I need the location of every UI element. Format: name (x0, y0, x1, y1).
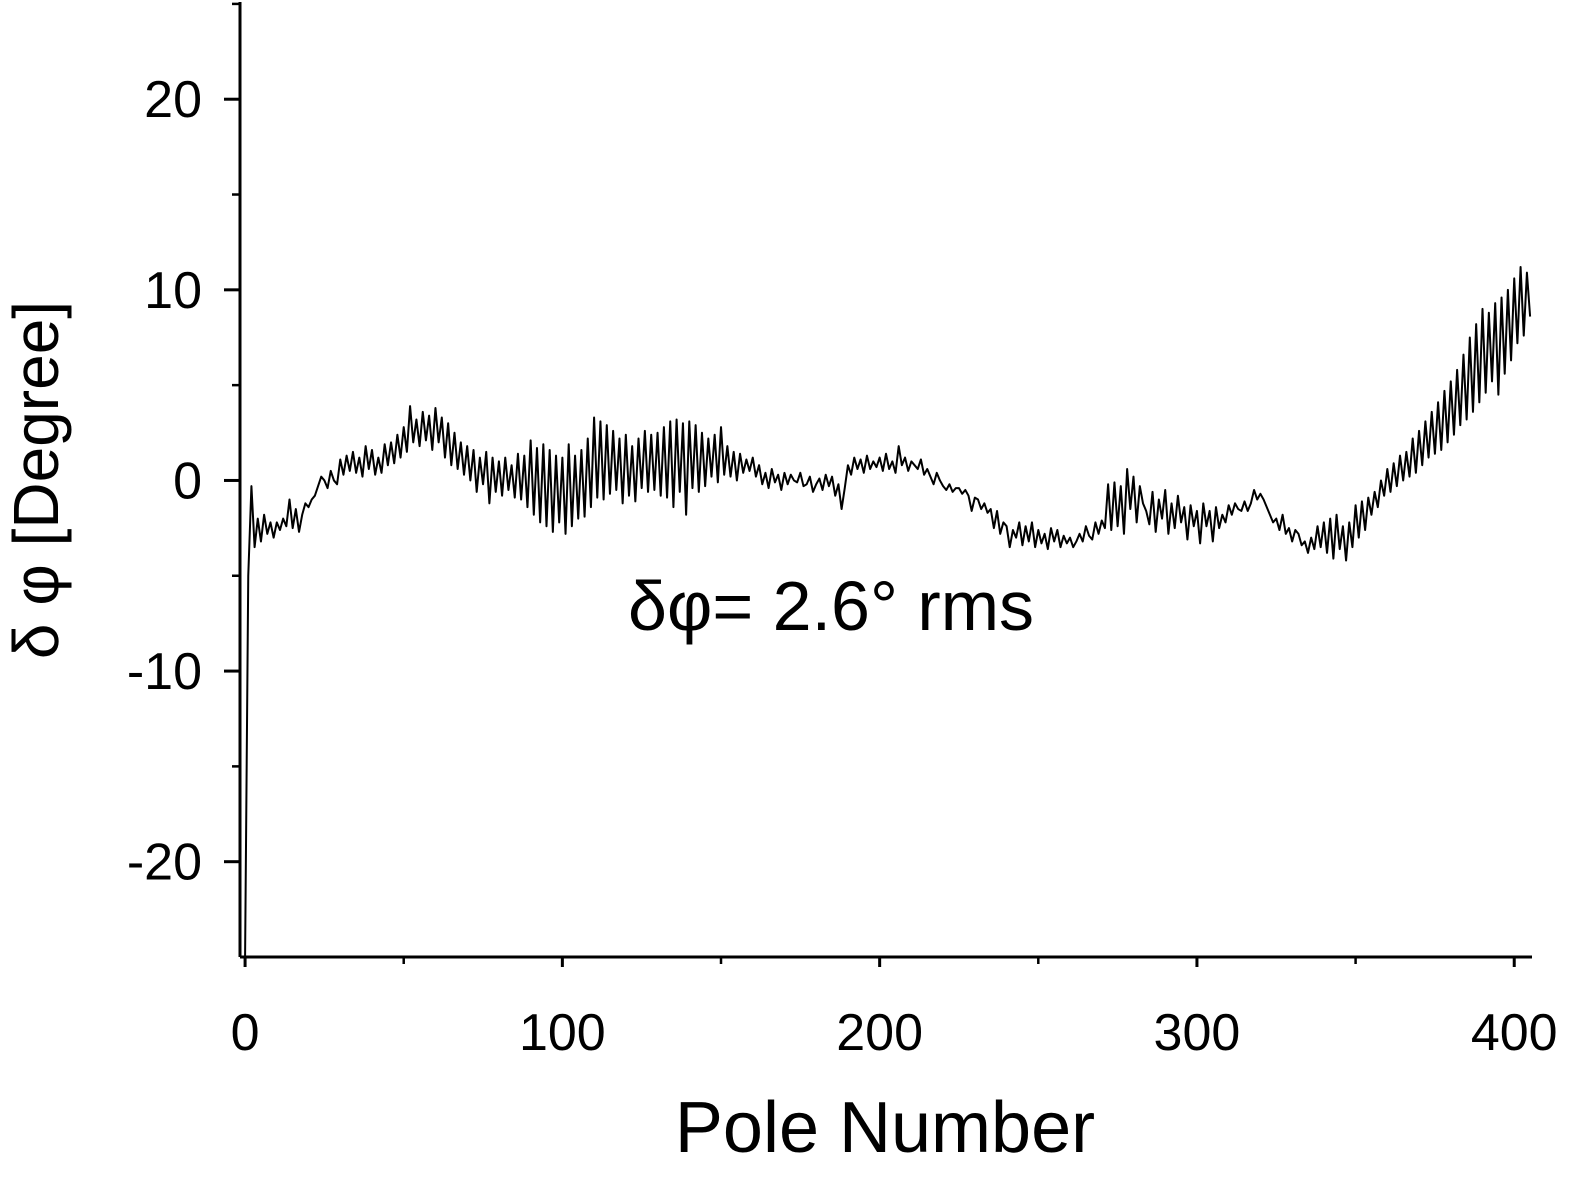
y-tick-label: 10 (144, 262, 202, 320)
x-tick-label: 200 (836, 1004, 923, 1062)
x-axis-label: Pole Number (675, 1088, 1095, 1168)
y-tick-label: -10 (127, 643, 202, 701)
x-tick-label: 0 (231, 1004, 260, 1062)
y-tick-label: 0 (173, 452, 202, 510)
y-axis-label: δ φ [Degree] (0, 301, 72, 659)
x-tick-label: 400 (1471, 1004, 1558, 1062)
y-tick-label: -20 (127, 834, 202, 892)
x-tick-label: 300 (1154, 1004, 1241, 1062)
annotation: δφ= 2.6° rms (628, 567, 1034, 645)
x-tick-label: 100 (519, 1004, 606, 1062)
data-line (244, 265, 1532, 958)
y-tick-label: 20 (144, 71, 202, 129)
